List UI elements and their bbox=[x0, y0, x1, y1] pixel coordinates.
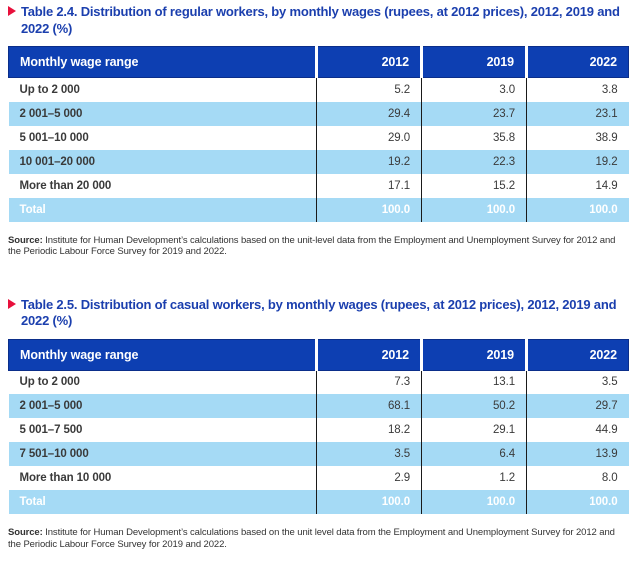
value-cell: 3.0 bbox=[421, 77, 527, 102]
source-label: Source: bbox=[8, 527, 43, 538]
value-cell: 5.2 bbox=[316, 77, 422, 102]
column-header-2012: 2012 bbox=[315, 338, 422, 371]
value-cell: 14.9 bbox=[526, 173, 629, 198]
wage-range-cell: More than 10 000 bbox=[19, 472, 112, 484]
value-cell: 17.1 bbox=[316, 173, 422, 198]
total-value-cell: 100.0 bbox=[526, 490, 629, 514]
table-2-5-section: Table 2.5. Distribution of casual worker… bbox=[8, 297, 630, 551]
table-row: More than 20 000 17.1 15.2 14.9 bbox=[9, 173, 629, 198]
value-cell: 29.1 bbox=[421, 418, 527, 442]
total-value-cell: 100.0 bbox=[526, 197, 629, 222]
wage-range-cell: 2 001–5 000 bbox=[8, 394, 317, 418]
total-value-cell: 100.0 bbox=[421, 197, 527, 222]
column-header-2019: 2019 bbox=[420, 46, 527, 78]
source-text: Institute for Human Development’s calcul… bbox=[8, 234, 616, 258]
value-cell: 23.7 bbox=[421, 101, 527, 126]
value-cell: 3.5 bbox=[316, 442, 422, 466]
value-cell: 3.8 bbox=[526, 77, 629, 102]
column-header-2022: 2022 bbox=[525, 338, 629, 371]
wage-range-cell: 2 001–5 000 bbox=[8, 101, 317, 126]
value-cell: 18.2 bbox=[316, 418, 422, 442]
column-header-wage-range: Monthly wage range bbox=[8, 46, 317, 78]
column-header-2019: 2019 bbox=[420, 338, 527, 371]
value-cell: 68.1 bbox=[316, 394, 422, 418]
value-cell: 2.9 bbox=[316, 466, 422, 490]
total-value-cell: 100.0 bbox=[316, 490, 422, 514]
total-label-cell: Total bbox=[8, 197, 317, 222]
column-header-wage-range: Monthly wage range bbox=[8, 338, 317, 371]
source-note: Source: Institute for Human Development’… bbox=[8, 235, 630, 258]
wage-range-cell: 10 001–20 000 bbox=[8, 149, 317, 174]
table-header-row: Monthly wage range 2012 2019 2022 bbox=[8, 46, 629, 78]
section-divider-gap bbox=[8, 258, 628, 297]
source-text: Institute for Human Development’s calcul… bbox=[8, 527, 615, 550]
value-cell: 3.5 bbox=[526, 370, 629, 394]
value-cell: 13.9 bbox=[526, 442, 629, 466]
source-note: Source: Institute for Human Development’… bbox=[8, 527, 630, 550]
wage-range-cell: 7 501–10 000 bbox=[8, 442, 317, 466]
wage-range-cell: More than 20 000 bbox=[19, 179, 112, 192]
total-row: Total 100.0 100.0 100.0 bbox=[8, 197, 629, 222]
value-cell: 7.3 bbox=[316, 370, 422, 394]
total-value-cell: 100.0 bbox=[421, 490, 527, 514]
value-cell: 13.1 bbox=[421, 370, 527, 394]
wage-range-cell: Up to 2 000 bbox=[19, 83, 80, 96]
value-cell: 35.8 bbox=[421, 125, 527, 150]
total-row: Total 100.0 100.0 100.0 bbox=[8, 490, 629, 514]
value-cell: 44.9 bbox=[526, 418, 629, 442]
table-2-5-title: Table 2.5. Distribution of casual worker… bbox=[8, 297, 628, 330]
wage-range-cell: 5 001–7 500 bbox=[19, 424, 83, 436]
source-label: Source: bbox=[8, 234, 43, 246]
table-title-text: Table 2.4. Distribution of regular worke… bbox=[21, 4, 620, 36]
table-row: 2 001–5 000 68.1 50.2 29.7 bbox=[8, 394, 629, 418]
value-cell: 29.4 bbox=[316, 101, 422, 126]
value-cell: 15.2 bbox=[421, 173, 527, 198]
table-row: More than 10 000 2.9 1.2 8.0 bbox=[9, 466, 629, 490]
table-row: Up to 2 000 5.2 3.0 3.8 bbox=[9, 77, 629, 102]
value-cell: 1.2 bbox=[421, 466, 527, 490]
value-cell: 29.0 bbox=[316, 125, 422, 150]
value-cell: 19.2 bbox=[316, 149, 422, 174]
value-cell: 8.0 bbox=[526, 466, 629, 490]
triangle-bullet-icon bbox=[8, 6, 16, 16]
table-row: 10 001–20 000 19.2 22.3 19.2 bbox=[8, 149, 629, 174]
value-cell: 22.3 bbox=[421, 149, 527, 174]
table-row: 5 001–7 500 18.2 29.1 44.9 bbox=[9, 418, 629, 442]
column-header-2022: 2022 bbox=[525, 46, 629, 78]
value-cell: 23.1 bbox=[526, 101, 629, 126]
table-2-4-title: Table 2.4. Distribution of regular worke… bbox=[8, 4, 628, 37]
triangle-bullet-icon bbox=[8, 298, 16, 309]
table-row: 7 501–10 000 3.5 6.4 13.9 bbox=[8, 442, 629, 466]
table-2-4-section: Table 2.4. Distribution of regular worke… bbox=[8, 4, 630, 258]
table-row: 5 001–10 000 29.0 35.8 38.9 bbox=[9, 125, 629, 150]
wage-range-cell: Up to 2 000 bbox=[19, 376, 80, 389]
column-header-2012: 2012 bbox=[315, 46, 422, 78]
value-cell: 50.2 bbox=[421, 394, 527, 418]
total-value-cell: 100.0 bbox=[316, 197, 422, 222]
table-row: 2 001–5 000 29.4 23.7 23.1 bbox=[8, 101, 629, 126]
table-row: Up to 2 000 7.3 13.1 3.5 bbox=[9, 370, 629, 394]
table-title-text: Table 2.5. Distribution of casual worker… bbox=[21, 296, 617, 329]
casual-workers-table: Monthly wage range 2012 2019 2022 Up to … bbox=[8, 338, 629, 514]
wage-range-cell: 5 001–10 000 bbox=[19, 131, 89, 144]
total-label-cell: Total bbox=[8, 490, 317, 514]
value-cell: 6.4 bbox=[421, 442, 527, 466]
value-cell: 38.9 bbox=[526, 125, 629, 150]
table-header-row: Monthly wage range 2012 2019 2022 bbox=[8, 338, 629, 371]
value-cell: 19.2 bbox=[526, 149, 629, 174]
value-cell: 29.7 bbox=[526, 394, 629, 418]
regular-workers-table: Monthly wage range 2012 2019 2022 Up to … bbox=[8, 46, 629, 222]
